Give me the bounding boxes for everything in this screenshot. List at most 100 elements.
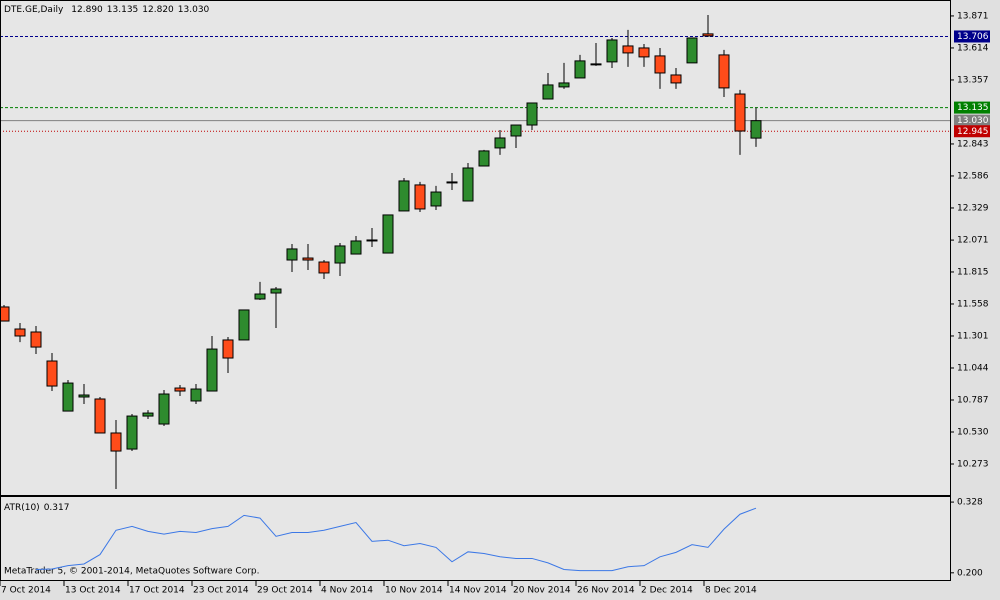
x-tick-label: 8 Dec 2014: [705, 586, 757, 596]
candle-body: [526, 102, 538, 126]
level-label-box: [954, 114, 990, 127]
candle-body: [14, 328, 26, 337]
y-tick-label: 12.071: [957, 236, 989, 246]
candle-body: [670, 74, 682, 84]
candle-body: [510, 124, 522, 137]
candle-body: [718, 54, 730, 89]
candle-body: [558, 82, 570, 88]
x-tick-label: 14 Nov 2014: [449, 586, 507, 596]
ohlc-label: 12.890: [71, 5, 103, 15]
candle-body: [318, 261, 330, 274]
indicator-title: ATR(10) 0.317: [4, 503, 69, 513]
footer: MetaTrader 5, © 2001-2014, MetaQuotes So…: [4, 567, 260, 577]
candle-body: [270, 288, 282, 294]
indicator-name: ATR(10): [4, 503, 40, 513]
candle-body: [334, 245, 346, 264]
candle-body: [62, 382, 74, 412]
candle-body: [46, 360, 58, 387]
candle-body: [734, 93, 746, 132]
candle-body: [222, 339, 234, 359]
level-label: 13.030: [957, 116, 989, 126]
candle-body: [686, 37, 698, 64]
candle-body: [494, 137, 506, 149]
candle-body: [158, 393, 170, 425]
candle-body: [126, 415, 138, 450]
indicator-panel: [0, 496, 951, 581]
candle-body: [414, 184, 426, 210]
candle-body: [654, 55, 666, 74]
x-tick-label: 7 Oct 2014: [1, 586, 51, 596]
x-tick-label: 23 Oct 2014: [193, 586, 249, 596]
candle-body: [542, 84, 554, 100]
level-label-box: [954, 101, 990, 114]
candle-body: [382, 214, 394, 254]
level-label: 12.945: [957, 127, 989, 137]
candle-body: [430, 191, 442, 207]
y-tick-label: 0.200: [957, 568, 983, 578]
indicator-line: [35, 507, 757, 572]
x-tick-label: 2 Dec 2014: [641, 586, 693, 596]
candle-body: [174, 387, 186, 392]
level-label-box: [954, 30, 990, 43]
level-label: 13.135: [957, 103, 989, 113]
candle-body: [302, 257, 314, 261]
candle-body: [622, 45, 634, 54]
candle-body: [590, 63, 602, 66]
main-panel: [0, 0, 951, 496]
symbol: DTE.GE,Daily: [4, 5, 64, 15]
y-tick-label: 11.815: [957, 267, 989, 277]
y-tick-label: 12.329: [957, 203, 989, 213]
candle-body: [398, 180, 410, 212]
x-tick-label: 26 Nov 2014: [577, 586, 635, 596]
x-tick-label: 29 Oct 2014: [257, 586, 313, 596]
x-tick-label: 13 Oct 2014: [65, 586, 121, 596]
indicator-plot: [35, 507, 757, 572]
y-tick-label: 13.871: [957, 11, 989, 21]
x-tick-label: 10 Nov 2014: [385, 586, 443, 596]
candle-body: [190, 388, 202, 402]
ohlc-label: 12.820: [142, 5, 174, 15]
y-tick-label: 13.357: [957, 75, 989, 85]
indicator-value: 0.317: [44, 503, 70, 513]
y-tick-label: 10.787: [957, 395, 989, 405]
candle-body: [574, 60, 586, 79]
candle-body: [30, 331, 42, 348]
ohlc-label: 13.030: [178, 5, 210, 15]
y-tick-label: 11.558: [957, 299, 989, 309]
candle-body: [142, 412, 154, 417]
candle-body: [366, 239, 378, 242]
x-tick-label: 4 Nov 2014: [321, 586, 373, 596]
level-label: 13.706: [957, 32, 989, 42]
x-tick-label: 17 Oct 2014: [129, 586, 185, 596]
candle-body: [478, 150, 490, 167]
main-plot: [1, 14, 950, 490]
candle-body: [462, 167, 474, 202]
candle-body: [206, 348, 218, 392]
candle-body: [350, 240, 362, 255]
candle-body: [446, 181, 458, 184]
y-tick-label: 12.843: [957, 139, 989, 149]
candle-body: [238, 309, 250, 341]
y-tick-label: 11.044: [957, 363, 989, 373]
candle-body: [254, 293, 266, 300]
x-tick-label: 20 Nov 2014: [513, 586, 571, 596]
candle-body: [94, 398, 106, 434]
y-tick-label: 0.328: [957, 498, 983, 508]
candle-body: [78, 394, 90, 398]
level-label-box: [954, 125, 990, 138]
candle-body: [606, 39, 618, 63]
y-tick-label: 13.614: [957, 43, 989, 53]
ohlc-label: 13.135: [107, 5, 139, 15]
axes: 13.871 13.614 13.357 12.843 12.586 12.329 12.0…: [0, 11, 990, 596]
candle-body: [286, 248, 298, 261]
y-tick-label: 11.301: [957, 331, 989, 341]
y-tick-label: 10.273: [957, 459, 989, 469]
candle-body: [702, 33, 714, 37]
candle-body: [750, 120, 762, 139]
candle-body: [638, 47, 650, 58]
y-tick-label: 10.530: [957, 427, 989, 437]
chart-title: DTE.GE,Daily 12.890 13.135 12.820 13.030: [4, 5, 210, 15]
y-tick-label: 12.586: [957, 171, 989, 181]
candle-body: [1, 306, 10, 322]
